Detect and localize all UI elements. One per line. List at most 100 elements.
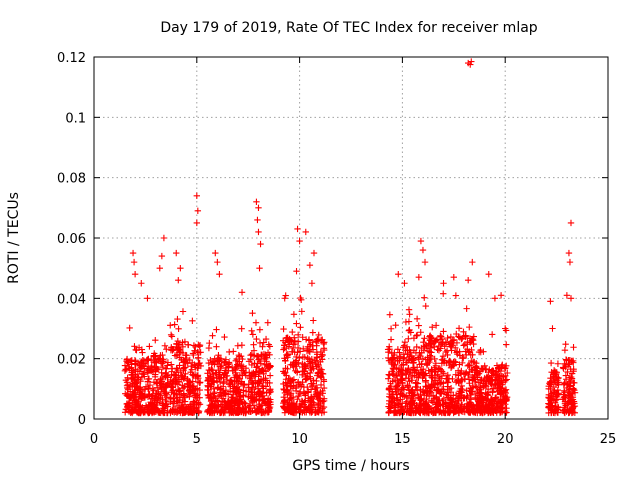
data-point: [484, 390, 491, 398]
data-point: [565, 361, 572, 368]
data-point: [313, 377, 320, 385]
data-point: [194, 390, 201, 398]
data-point: [432, 360, 440, 367]
data-point: [266, 372, 274, 379]
data-point: [298, 371, 306, 379]
data-point: [171, 398, 178, 405]
data-point: [216, 378, 224, 386]
chart-title: Day 179 of 2019, Rate Of TEC Index for r…: [160, 20, 537, 36]
data-point: [400, 342, 408, 349]
data-point: [281, 344, 288, 352]
data-point: [319, 351, 326, 358]
data-point: [566, 258, 574, 266]
data-point: [230, 348, 237, 355]
data-point: [252, 319, 260, 326]
data-point: [187, 362, 195, 370]
data-point: [204, 377, 211, 385]
data-point: [551, 387, 558, 395]
data-point: [320, 403, 328, 411]
data-point: [168, 382, 175, 390]
data-point: [398, 377, 406, 384]
data-point: [473, 401, 480, 408]
data-point: [552, 391, 559, 398]
data-point: [186, 402, 194, 410]
data-point: [180, 405, 187, 412]
data-point: [460, 328, 467, 335]
data-point: [436, 389, 444, 397]
axes: 0 5 10 15 20 25 0 0.02 0.04 0.06 0.08 0.1 0.12: [57, 51, 616, 447]
data-point: [256, 393, 264, 400]
data-point: [448, 342, 455, 349]
data-point: [140, 371, 148, 378]
data-point: [453, 330, 460, 338]
data-point: [171, 321, 178, 328]
data-point: [218, 374, 225, 381]
data-point: [125, 408, 133, 415]
data-point: [185, 408, 193, 416]
data-point: [293, 353, 300, 361]
data-point: [167, 331, 175, 338]
data-point: [161, 373, 169, 381]
data-point: [180, 366, 187, 374]
data-point: [232, 365, 239, 373]
data-point: [458, 335, 465, 343]
data-point: [432, 337, 439, 345]
data-point: [571, 389, 579, 396]
data-point: [205, 376, 212, 384]
data-point: [191, 371, 199, 378]
data-point: [174, 385, 182, 393]
data-point: [420, 338, 427, 346]
data-point: [455, 325, 463, 332]
data-point: [121, 409, 129, 416]
data-point: [226, 399, 234, 406]
data-point: [247, 351, 254, 359]
data-point: [498, 362, 506, 370]
data-point: [306, 348, 314, 356]
data-point: [289, 328, 296, 336]
data-point: [169, 347, 176, 354]
data-point: [142, 360, 149, 368]
data-point: [302, 397, 309, 404]
data-point: [445, 392, 452, 399]
data-point: [385, 357, 393, 364]
data-point: [497, 385, 504, 393]
data-point: [294, 368, 301, 375]
data-point: [224, 402, 231, 410]
data-point: [390, 354, 397, 361]
data-point: [254, 216, 261, 224]
data-point: [425, 393, 433, 400]
data-point: [471, 368, 479, 376]
data-point: [144, 295, 151, 302]
data-point: [545, 404, 552, 411]
data-point: [320, 378, 328, 385]
data-point: [130, 258, 138, 266]
data-point: [386, 343, 393, 350]
data-point: [310, 249, 318, 257]
data-point: [394, 346, 402, 353]
data-point: [440, 386, 447, 393]
data-point: [294, 331, 302, 338]
y-tick-label: 0.04: [57, 292, 86, 307]
data-point: [234, 342, 242, 349]
data-point: [169, 365, 176, 372]
data-point: [289, 377, 296, 384]
data-point: [145, 375, 152, 383]
data-point: [157, 352, 164, 359]
data-point: [173, 390, 180, 397]
data-point: [497, 292, 505, 299]
data-point: [264, 319, 272, 326]
data-point: [439, 352, 447, 360]
data-point: [298, 308, 305, 315]
data-point: [190, 399, 197, 407]
data-point: [302, 372, 309, 380]
data-point: [567, 373, 575, 381]
data-point: [401, 280, 408, 287]
data-point: [173, 249, 180, 257]
data-point: [261, 361, 268, 369]
data-point: [566, 386, 573, 393]
data-point: [463, 305, 470, 312]
data-point: [179, 384, 187, 392]
data-point: [176, 362, 183, 369]
data-point: [467, 399, 474, 406]
data-point: [450, 404, 457, 412]
